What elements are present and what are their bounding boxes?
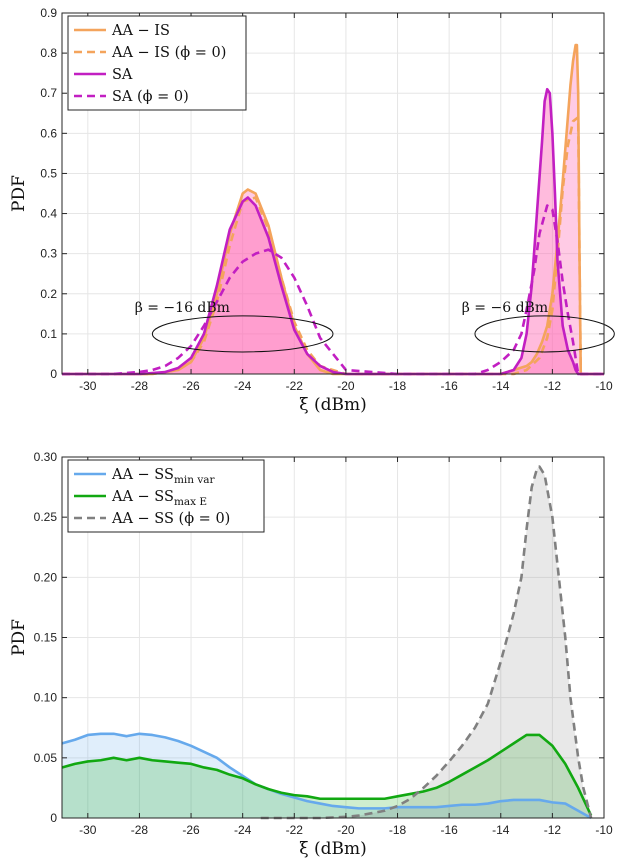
- ticks: -30 -28 -26 -24 -22 -20 -18 -16 -14 -12 -10 0 0.1 0.2…: [40, 6, 613, 393]
- y-tick-label: 0.15: [34, 631, 58, 645]
- legend-entry-name: AA − IS (ϕ = 0): [111, 45, 226, 61]
- x-axis-label: ξ (dBm): [299, 395, 367, 415]
- legend-entry: AA − SS (ϕ = 0): [111, 511, 230, 527]
- y-tick-label: 0.05: [34, 751, 58, 765]
- x-tick-label: -26: [182, 379, 200, 393]
- series-area-2: [62, 89, 604, 375]
- legend-entry-name: AA − IS: [111, 23, 170, 39]
- x-tick-label: -18: [389, 379, 407, 393]
- x-tick-label: -26: [182, 823, 200, 837]
- axes-box: [61, 12, 605, 375]
- y-tick-label: 0.30: [34, 450, 58, 464]
- legend-entry-name: SA (ϕ = 0): [112, 89, 189, 105]
- x-tick-label: -16: [440, 823, 458, 837]
- x-tick-label: -24: [234, 379, 252, 393]
- legend-box: [67, 15, 247, 111]
- x-tick-label: -22: [286, 823, 304, 837]
- x-tick-label: -12: [544, 823, 562, 837]
- series-line-2: [260, 465, 593, 820]
- x-tick-label: -20: [337, 823, 355, 837]
- x-axis-label: ξ (dBm): [299, 839, 367, 859]
- annotation-ellipse: [151, 315, 334, 353]
- legend-entry: SA: [112, 67, 133, 83]
- x-tick-label: -10: [595, 379, 613, 393]
- x-tick-label: -12: [544, 379, 562, 393]
- y-tick-label: 0.9: [40, 6, 57, 20]
- y-tick-label: 0.5: [40, 166, 57, 180]
- legend-entry: AA − IS (ϕ = 0): [111, 45, 226, 61]
- series-area-0: [62, 45, 604, 375]
- legend-entry-subscript: min var: [174, 474, 216, 486]
- legend-entry-name: AA − SS: [111, 489, 174, 505]
- y-tick-label: 0.2: [40, 287, 57, 301]
- x-tick-label: -22: [286, 379, 304, 393]
- series-line-0: [61, 732, 592, 820]
- annotation-ellipse: [474, 315, 615, 353]
- legend-entry: AA − SSmax E: [111, 489, 207, 508]
- series-line-1: [61, 733, 593, 817]
- x-tick-label: -28: [131, 379, 149, 393]
- y-tick-label: 0.3: [40, 247, 57, 261]
- x-tick-label: -24: [234, 823, 252, 837]
- y-tick-label: 0.20: [34, 570, 58, 584]
- x-tick-label: -30: [79, 823, 97, 837]
- y-tick-label: 0.8: [40, 46, 57, 60]
- x-tick-label: -10: [595, 823, 613, 837]
- x-tick-label: -14: [492, 823, 510, 837]
- legend-entry-name: SA: [112, 67, 133, 83]
- legend-entry-name: AA − SS: [111, 467, 174, 483]
- series-area-1: [62, 734, 592, 818]
- y-tick-label: 0: [50, 367, 57, 381]
- legend-entry: AA − IS: [111, 23, 170, 39]
- x-tick-label: -28: [131, 823, 149, 837]
- legend: AA − IS AA − IS (ϕ = 0) SA SA (ϕ = 0): [67, 15, 247, 111]
- series-area-0: [62, 733, 592, 818]
- annotation-label: β = −16 dBm: [135, 300, 230, 316]
- top-chart: β = −16 dBm β = −6 dBm-30 -28 -26 -24 -22 -20-…: [9, 6, 615, 415]
- x-tick-label: -14: [492, 379, 510, 393]
- legend-entry: AA − SSmin var: [111, 467, 216, 486]
- legend-entry-name: AA − SS (ϕ = 0): [111, 511, 230, 527]
- x-tick-label: -18: [389, 823, 407, 837]
- y-tick-label: 0.1: [40, 327, 57, 341]
- legend-entry-subscript: max E: [174, 496, 207, 508]
- annotation-label: β = −6 dBm: [462, 300, 548, 316]
- y-tick-label: 0.4: [40, 207, 57, 221]
- y-tick-label: 0.25: [34, 510, 58, 524]
- x-tick-label: -30: [79, 379, 97, 393]
- legend-entry: SA (ϕ = 0): [112, 89, 189, 105]
- y-tick-label: 0.10: [34, 691, 58, 705]
- y-tick-label: 0.6: [40, 126, 57, 140]
- bottom-chart: -30 -28 -26 -24 -22 -20 -18 -16 -14 -12 -10 0 0.05 0.…: [9, 450, 613, 859]
- series-area-2: [260, 466, 592, 818]
- y-axis-label: PDF: [9, 175, 29, 212]
- x-tick-label: -20: [337, 379, 355, 393]
- x-tick-label: -16: [440, 379, 458, 393]
- y-tick-label: 0.7: [40, 86, 57, 100]
- y-axis-label: PDF: [9, 619, 29, 656]
- y-tick-label: 0: [50, 811, 57, 825]
